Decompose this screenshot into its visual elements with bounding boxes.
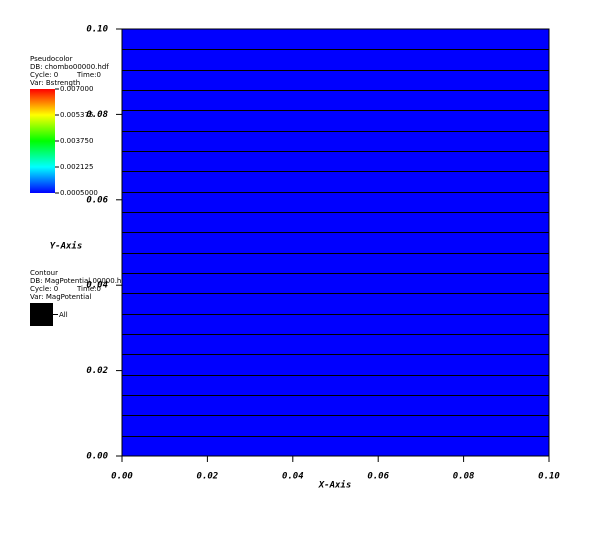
legend-time: Time:0 xyxy=(76,71,101,79)
colorbar-label: 0.0005000 xyxy=(60,189,98,197)
x-tick-label: 0.00 xyxy=(111,472,133,482)
legend-swatch xyxy=(30,303,53,326)
plot-fill xyxy=(122,29,549,456)
legend-var: Var: MagPotential xyxy=(30,293,91,301)
legend-db: DB: MagPotential.00000.hdf xyxy=(30,277,129,285)
x-tick-label: 0.10 xyxy=(538,472,560,482)
x-tick-label: 0.02 xyxy=(197,472,219,482)
legend-cycle: Cycle: 0 xyxy=(30,71,58,79)
y-tick-label: 0.10 xyxy=(86,25,108,35)
y-axis-title: Y-Axis xyxy=(50,241,83,252)
legend-title: Contour xyxy=(30,269,58,277)
plot-frame xyxy=(121,28,550,457)
colorbar xyxy=(30,89,55,193)
legend-title: Pseudocolor xyxy=(30,55,73,63)
legend-var: Var: Bstrength xyxy=(30,79,80,87)
x-tick-label: 0.08 xyxy=(453,472,475,482)
y-tick-label: 0.02 xyxy=(86,366,108,376)
legend-db: DB: chombo00000.hdf xyxy=(30,63,109,71)
y-tick-label: 0.06 xyxy=(86,195,108,205)
x-axis-title: X-Axis xyxy=(318,480,352,491)
y-tick-label: 0.08 xyxy=(86,110,108,120)
y-tick-label: 0.04 xyxy=(86,281,108,291)
colorbar-label: 0.002125 xyxy=(60,163,93,171)
colorbar-label: 0.005375 xyxy=(60,111,93,119)
legend-time: Time:0 xyxy=(76,285,101,293)
colorbar-label: 0.003750 xyxy=(60,137,93,145)
legend-entry: All xyxy=(59,311,68,319)
x-tick-label: 0.06 xyxy=(367,472,389,482)
legend-cycle: Cycle: 0 xyxy=(30,285,58,293)
y-tick-label: 0.00 xyxy=(86,452,108,462)
x-tick-label: 0.04 xyxy=(282,472,304,482)
colorbar-label: 0.007000 xyxy=(60,85,93,93)
